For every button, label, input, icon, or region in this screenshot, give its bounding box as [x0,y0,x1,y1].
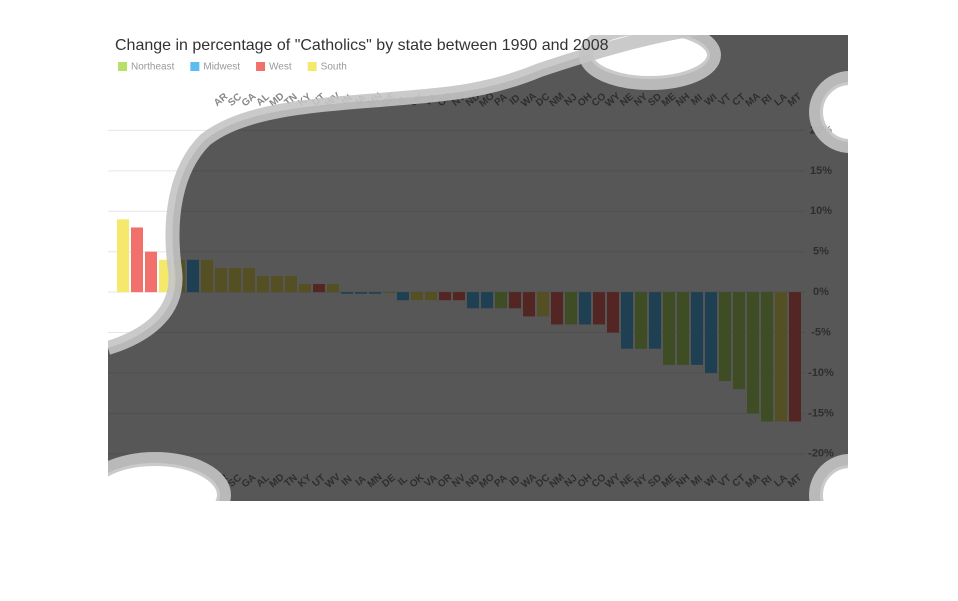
chart-title: Change in percentage of "Catholics" by s… [115,37,609,54]
overlay [108,35,848,501]
